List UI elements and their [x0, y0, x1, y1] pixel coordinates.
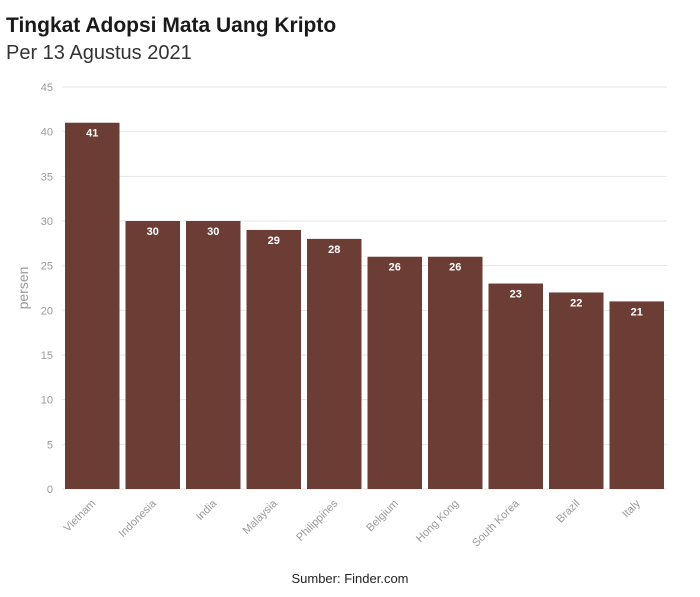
data-label: 26 — [389, 262, 401, 274]
x-tick-label: Italy — [620, 497, 643, 520]
bar-belgium[interactable] — [367, 256, 423, 489]
x-tick-label: India — [194, 497, 220, 523]
x-tick-label: Vietnam — [61, 498, 98, 535]
y-tick-label: 25 — [41, 261, 53, 273]
y-tick-label: 35 — [41, 171, 53, 183]
data-labels: 41 30 30 29 28 26 26 23 22 21 — [86, 128, 643, 319]
x-tick-label: Belgium — [364, 498, 401, 535]
x-tick-label: Philippines — [294, 497, 340, 543]
chart-subtitle: Per 13 Agustus 2021 — [6, 42, 192, 64]
y-tick-label: 5 — [47, 439, 53, 451]
y-tick-label: 0 — [47, 484, 53, 496]
bar-vietnam[interactable] — [65, 122, 120, 489]
y-axis-label: persen — [15, 267, 31, 310]
data-label: 29 — [268, 235, 280, 247]
data-label: 21 — [631, 306, 643, 318]
y-tick-label: 40 — [41, 127, 53, 139]
source-note: Sumber: Finder.com — [291, 571, 409, 586]
data-label: 23 — [510, 289, 522, 301]
x-tick-label: South Korea — [470, 497, 522, 549]
y-axis-ticks: 0 5 10 15 20 25 30 35 40 45 — [41, 82, 53, 496]
x-tick-label: Indonesia — [117, 497, 160, 540]
data-label: 30 — [207, 226, 219, 238]
bar-malaysia[interactable] — [246, 229, 302, 489]
bar-india[interactable] — [186, 221, 241, 489]
y-tick-label: 20 — [41, 305, 53, 317]
x-tick-label: Brazil — [554, 498, 582, 526]
bars — [65, 122, 665, 489]
bar-indonesia[interactable] — [125, 221, 181, 489]
bar-hong-kong[interactable] — [428, 256, 483, 489]
x-tick-label: Malaysia — [241, 497, 281, 537]
bar-brazil[interactable] — [549, 292, 604, 489]
data-label: 26 — [449, 262, 461, 274]
data-label: 28 — [328, 244, 340, 256]
y-tick-label: 15 — [41, 350, 53, 362]
y-tick-label: 45 — [41, 82, 53, 94]
data-label: 30 — [147, 226, 159, 238]
x-axis-ticks: Vietnam Indonesia India Malaysia Philippines… — [61, 497, 643, 549]
bar-italy[interactable] — [609, 301, 665, 489]
y-tick-label: 30 — [41, 216, 53, 228]
y-tick-label: 10 — [41, 395, 53, 407]
bar-south-korea[interactable] — [488, 283, 544, 489]
chart-title: Tingkat Adopsi Mata Uang Kripto — [6, 14, 337, 37]
x-tick-label: Hong Kong — [414, 498, 461, 545]
data-label: 41 — [86, 128, 98, 140]
bar-philippines[interactable] — [307, 238, 362, 489]
data-label: 22 — [570, 297, 582, 309]
